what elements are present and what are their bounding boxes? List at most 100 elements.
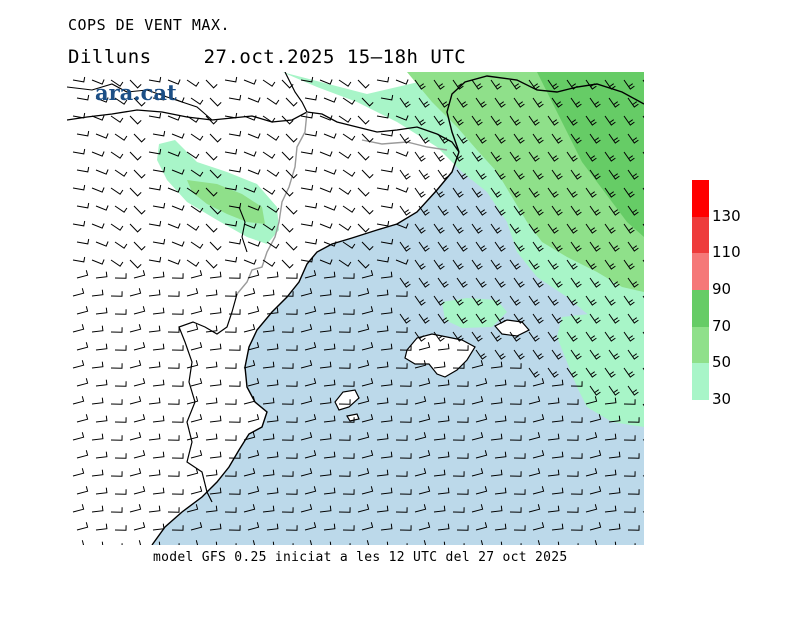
- wind-barb: [547, 367, 559, 378]
- wind-barb: [456, 381, 469, 387]
- wind-barb: [361, 378, 374, 387]
- wind-barb: [452, 259, 464, 270]
- wind-barb: [152, 523, 165, 531]
- wind-barb: [361, 450, 374, 459]
- wind-barb: [490, 469, 503, 477]
- wind-barb: [532, 313, 544, 324]
- wind-barb: [243, 259, 257, 265]
- wind-barb: [437, 169, 449, 180]
- wind-barb: [114, 273, 127, 279]
- wind-barb: [209, 451, 222, 459]
- wind-barb: [585, 79, 597, 90]
- wind-barb: [266, 415, 279, 423]
- legend-tick-label: 70: [712, 316, 732, 335]
- wind-barb: [547, 505, 560, 513]
- wind-barb: [186, 259, 200, 267]
- wind-barb: [262, 151, 276, 159]
- wind-barb: [623, 471, 636, 477]
- wind-barb: [551, 277, 563, 288]
- wind-barb: [528, 79, 540, 90]
- wind-barb: [285, 525, 298, 531]
- wind-barb: [152, 130, 166, 137]
- wind-barb: [532, 378, 545, 387]
- wind-barb: [471, 295, 483, 306]
- wind-barb: [604, 151, 616, 162]
- wind-barb: [551, 379, 564, 387]
- wind-barb: [376, 433, 389, 441]
- wind-barb: [342, 381, 355, 387]
- wind-barb: [190, 97, 204, 105]
- wind-barb: [380, 523, 393, 531]
- wind-barb: [380, 130, 394, 137]
- wind-barb: [513, 313, 525, 324]
- wind-barb: [547, 223, 559, 234]
- wind-barb: [551, 241, 563, 252]
- wind-barb: [209, 415, 222, 423]
- wind-barb: [399, 277, 411, 288]
- legend-band-2: [692, 290, 709, 327]
- wind-barb: [110, 223, 124, 231]
- wind-barb: [319, 259, 333, 265]
- wind-barb: [114, 133, 128, 141]
- wind-barb: [414, 115, 426, 126]
- wind-barb: [395, 363, 408, 369]
- wind-barb: [266, 523, 279, 531]
- wind-barb: [357, 468, 370, 477]
- wind-barb: [319, 289, 332, 297]
- wind-barb: [95, 205, 109, 211]
- wind-barb: [551, 97, 563, 108]
- wind-barb: [551, 169, 563, 180]
- wind-barb: [604, 469, 617, 477]
- wind-barb: [300, 184, 314, 191]
- wind-barb: [509, 259, 521, 270]
- wind-barb: [608, 241, 620, 252]
- wind-barb: [395, 471, 408, 477]
- wind-barb: [589, 385, 601, 396]
- wind-barb: [471, 223, 483, 234]
- wind-barb: [190, 241, 204, 249]
- wind-barb: [319, 223, 333, 229]
- wind-barb: [361, 205, 374, 215]
- wind-barb: [376, 361, 389, 369]
- wind-barb: [414, 295, 426, 306]
- wind-barb: [205, 397, 218, 405]
- wind-barb: [532, 97, 544, 108]
- wind-barb: [566, 471, 579, 477]
- wind-barb: [532, 522, 545, 531]
- wind-barb: [433, 469, 446, 477]
- wind-barb: [452, 187, 464, 198]
- wind-barb: [623, 223, 635, 234]
- wind-barb: [266, 169, 280, 177]
- wind-barb: [91, 433, 104, 441]
- wind-barb: [456, 205, 468, 216]
- wind-barb: [323, 307, 336, 315]
- wind-barb: [72, 324, 85, 333]
- wind-barb: [608, 523, 621, 531]
- wind-barb: [148, 220, 162, 227]
- wind-barb: [342, 525, 355, 531]
- wind-barb: [532, 349, 544, 360]
- wind-barb: [513, 277, 525, 288]
- wind-barb: [76, 202, 90, 209]
- wind-barb: [243, 187, 257, 193]
- wind-barb: [570, 489, 583, 495]
- wind-barb: [456, 277, 468, 288]
- wind-barb: [304, 130, 318, 137]
- wind-barb: [566, 259, 578, 270]
- wind-barb: [585, 396, 598, 405]
- wind-barb: [304, 486, 317, 495]
- wind-barb: [627, 417, 640, 423]
- wind-barb: [566, 367, 578, 378]
- wind-barb: [319, 505, 332, 513]
- wind-barb: [513, 241, 525, 252]
- wind-barb: [148, 397, 161, 405]
- wind-barb: [285, 169, 298, 179]
- wind-barb: [95, 307, 108, 315]
- wind-barb: [475, 97, 487, 108]
- wind-barb: [395, 79, 409, 85]
- wind-barb: [528, 504, 541, 513]
- wind-barb: [281, 507, 294, 513]
- wind-barb: [167, 151, 181, 157]
- wind-barb: [262, 397, 275, 405]
- wind-barb: [171, 241, 185, 247]
